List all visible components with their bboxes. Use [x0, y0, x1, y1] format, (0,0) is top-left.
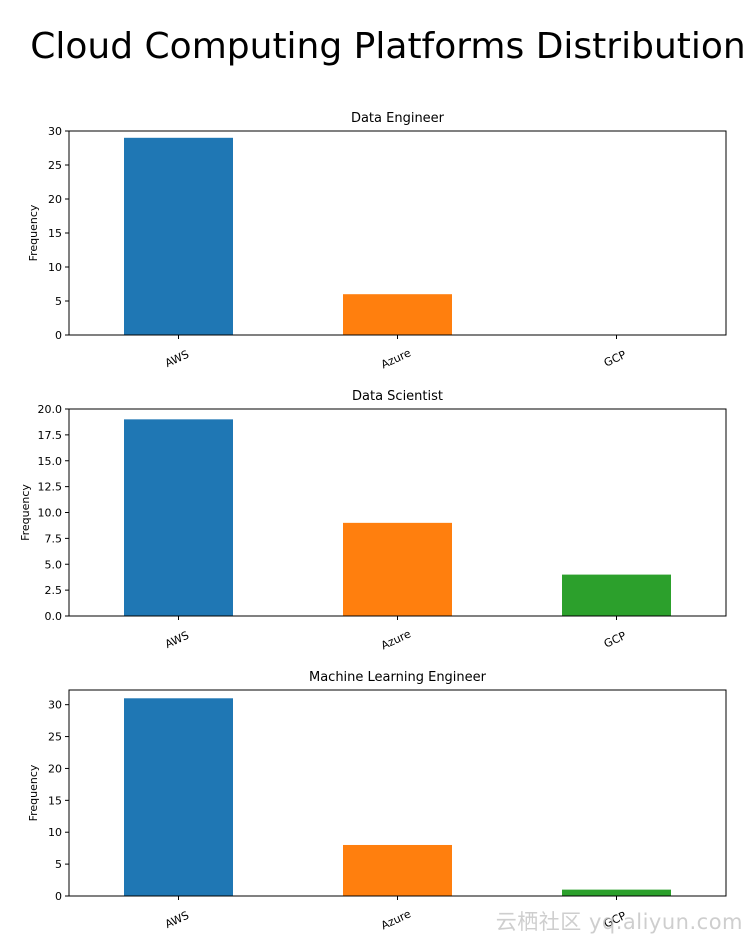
y-tick-label: 25 — [48, 159, 62, 172]
x-tick-label-azure: Azure — [379, 907, 413, 932]
x-tick-label-azure: Azure — [379, 346, 413, 371]
y-tick-label: 15 — [48, 227, 62, 240]
y-axis-label: Frequency — [27, 204, 40, 261]
y-tick-label: 5.0 — [45, 558, 63, 571]
y-tick-label: 10 — [48, 261, 62, 274]
bar-aws — [124, 137, 233, 335]
y-tick-label: 10.0 — [38, 507, 63, 520]
y-tick-label: 15 — [48, 794, 62, 807]
x-tick-label-aws: AWS — [163, 348, 191, 370]
subplot-title: Data Engineer — [351, 111, 445, 126]
bar-azure — [343, 294, 452, 335]
y-tick-label: 20 — [48, 193, 62, 206]
x-tick-label-gcp: GCP — [602, 909, 629, 931]
y-tick-label: 20.0 — [38, 403, 63, 416]
y-tick-label: 0 — [55, 329, 62, 342]
x-tick-label-aws: AWS — [163, 629, 191, 651]
bar-gcp — [562, 889, 671, 896]
bar-aws — [124, 419, 233, 616]
y-tick-label: 2.5 — [45, 584, 63, 597]
y-axis-label: Frequency — [19, 484, 32, 541]
subplot-title: Machine Learning Engineer — [309, 670, 487, 685]
x-tick-label-aws: AWS — [163, 909, 191, 931]
y-tick-label: 10 — [48, 826, 62, 839]
y-tick-label: 0.0 — [45, 610, 63, 623]
y-tick-label: 25 — [48, 731, 62, 744]
bar-aws — [124, 698, 233, 896]
bar-azure — [343, 522, 452, 616]
bar-gcp — [562, 574, 671, 616]
x-tick-label-azure: Azure — [379, 627, 413, 652]
subplot-2: Data Scientist 0.0 2.5 5.0 7.5 10.0 12.5 15.0 17… — [19, 389, 727, 652]
y-axis-label: Frequency — [27, 764, 40, 821]
bar-azure — [343, 844, 452, 896]
y-tick-label: 30 — [48, 125, 62, 138]
x-tick-label-gcp: GCP — [602, 348, 629, 370]
y-tick-label: 5 — [55, 858, 62, 871]
y-tick-label: 5 — [55, 295, 62, 308]
x-tick-label-gcp: GCP — [602, 629, 629, 651]
subplot-3: Machine Learning Engineer 0 5 10 15 20 25 30 AWS… — [27, 670, 727, 932]
subplot-1: Data Engineer 0 5 10 15 20 25 30 AWS Azure GCP Freq… — [27, 111, 727, 371]
y-tick-label: 30 — [48, 699, 62, 712]
chart-suptitle: Cloud Computing Platforms Distribution — [30, 26, 745, 67]
y-tick-label: 12.5 — [38, 481, 63, 494]
y-tick-label: 15.0 — [38, 455, 63, 468]
subplot-title: Data Scientist — [352, 389, 443, 404]
y-tick-label: 20 — [48, 762, 62, 775]
subplots-container: Data Engineer 0 5 10 15 20 25 30 AWS Azure GCP Freq… — [19, 111, 727, 932]
y-tick-label: 0 — [55, 890, 62, 903]
y-tick-label: 7.5 — [45, 532, 63, 545]
y-tick-label: 17.5 — [38, 429, 63, 442]
